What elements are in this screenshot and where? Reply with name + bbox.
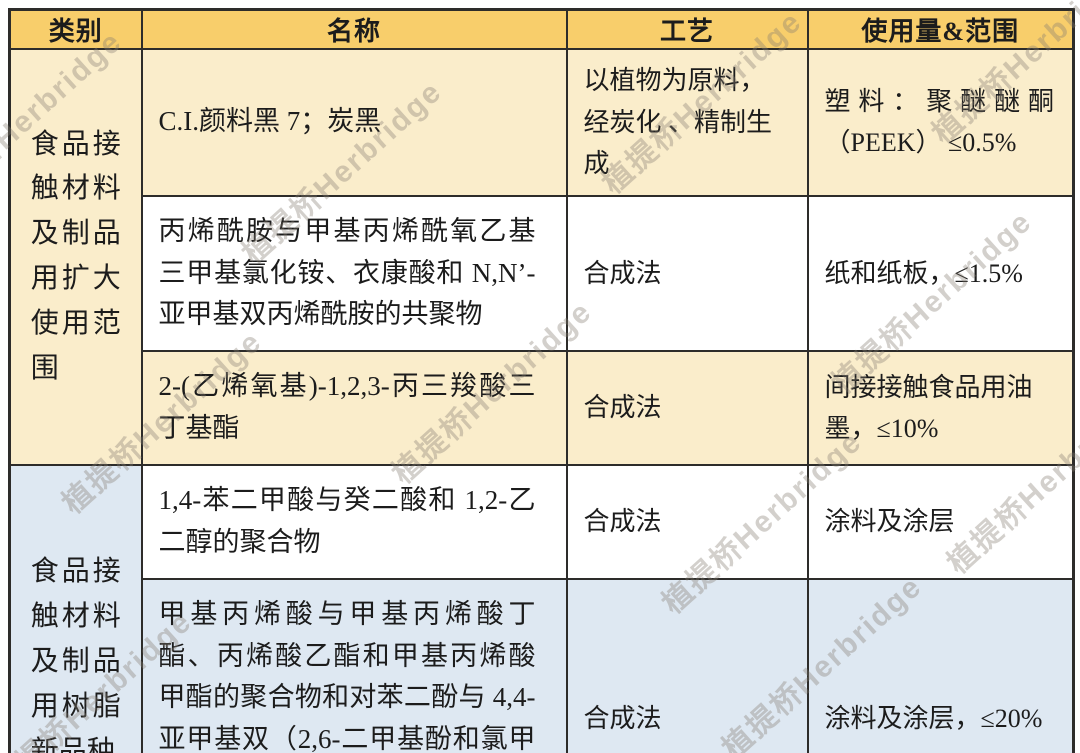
table-row: 2-(乙烯氧基)-1,2,3-丙三羧酸三丁基酯 合成法 间接接触食品用油墨，≤1…	[10, 350, 1075, 466]
category-cell-expanded-use: 食品接触材料及制品用扩大使用范围	[8, 48, 143, 466]
name-cell: 丙烯酰胺与甲基丙烯酰氧乙基三甲基氯化铵、衣康酸和 N,N’-亚甲基双丙烯酰胺的共…	[140, 194, 568, 353]
table-row: 甲基丙烯酸与甲基丙烯酸丁酯、丙烯酸乙酯和甲基丙烯酸甲酯的聚合物和对苯二酚与 4,…	[10, 577, 1075, 753]
regulation-table: 类别 名称 工艺 使用量&范围 食品接触材料及制品用扩大使用范围 C.I.颜料黑…	[8, 8, 1075, 753]
column-header-process: 工艺	[565, 8, 809, 50]
name-cell: C.I.颜料黑 7；炭黑	[140, 48, 568, 197]
name-cell: 2-(乙烯氧基)-1,2,3-丙三羧酸三丁基酯	[140, 350, 568, 466]
usage-cell: 塑料：聚醚醚酮（PEEK） ≤0.5%	[806, 48, 1075, 197]
usage-cell: 涂料及涂层	[806, 464, 1075, 580]
process-cell: 合成法	[565, 350, 809, 466]
category-label: 食品接触材料及制品用扩大使用范围	[30, 128, 121, 384]
process-cell: 以植物为原料，经炭化 、精制生成	[565, 48, 809, 197]
header-row: 类别 名称 工艺 使用量&范围	[8, 8, 1075, 50]
usage-cell: 纸和纸板，≤1.5%	[806, 194, 1075, 353]
name-cell: 1,4-苯二甲酸与癸二酸和 1,2-乙二醇的聚合物	[140, 464, 568, 580]
usage-cell: 涂料及涂层，≤20%	[806, 577, 1075, 753]
table-row: 食品接触材料及制品用扩大使用范围 C.I.颜料黑 7；炭黑 以植物为原料，经炭化…	[8, 48, 1075, 466]
category-label: 食品接触材料及制品用树脂新品种	[30, 556, 121, 753]
usage-cell: 间接接触食品用油墨，≤10%	[806, 350, 1075, 466]
name-cell: 甲基丙烯酸与甲基丙烯酸丁酯、丙烯酸乙酯和甲基丙烯酸甲酯的聚合物和对苯二酚与 4,…	[140, 577, 568, 753]
category-cell-new-resin: 食品接触材料及制品用树脂新品种	[8, 463, 143, 753]
table-row: 丙烯酰胺与甲基丙烯酰氧乙基三甲基氯化铵、衣康酸和 N,N’-亚甲基双丙烯酰胺的共…	[10, 194, 1075, 353]
column-header-usage: 使用量&范围	[806, 8, 1075, 50]
column-header-name: 名称	[140, 8, 568, 50]
process-cell: 合成法	[565, 464, 809, 580]
table-row: 食品接触材料及制品用树脂新品种 1,4-苯二甲酸与癸二酸和 1,2-乙二醇的聚合…	[8, 463, 1075, 753]
process-cell: 合成法	[565, 577, 809, 753]
column-header-category: 类别	[8, 8, 143, 50]
process-cell: 合成法	[565, 194, 809, 353]
